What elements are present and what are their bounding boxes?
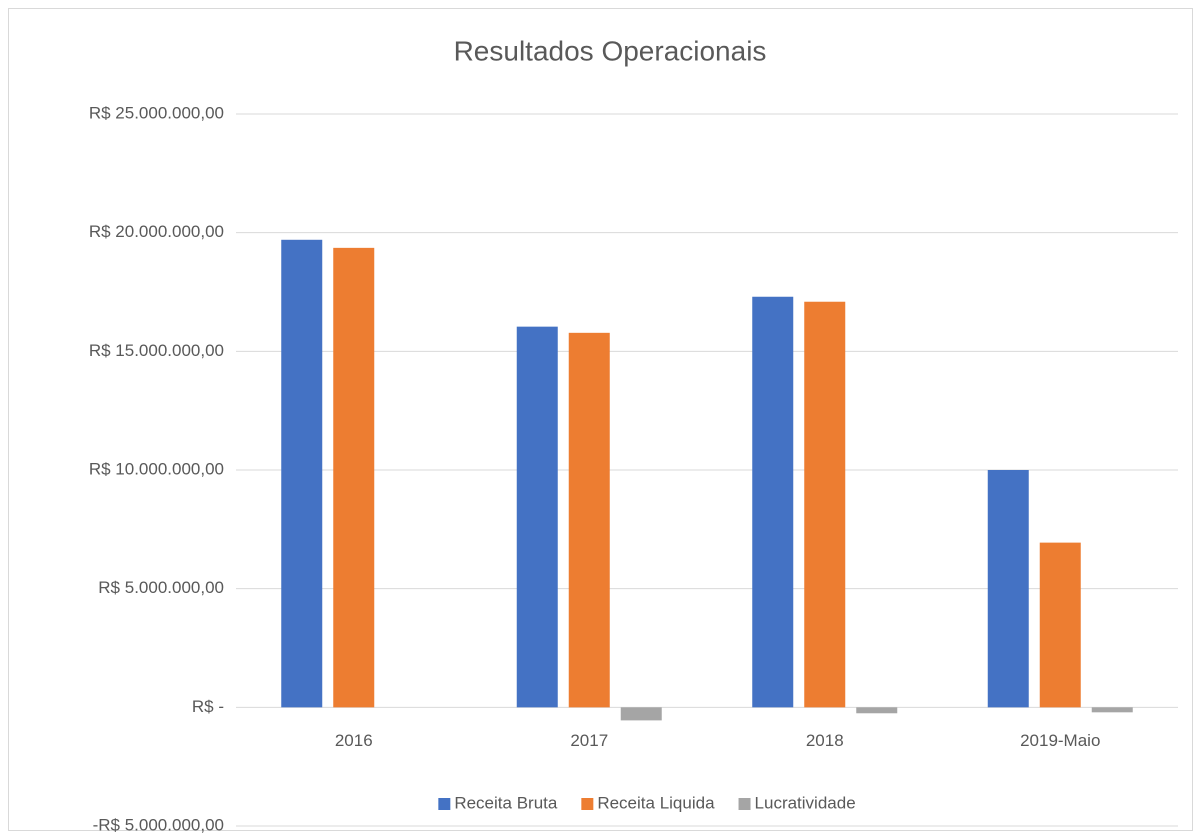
bar — [856, 707, 898, 714]
legend-label: Receita Bruta — [454, 793, 558, 812]
y-tick-label: -R$ 5.000.000,00 — [93, 815, 224, 834]
bar — [620, 707, 662, 721]
y-tick-label: R$ 20.000.000,00 — [89, 222, 224, 241]
bar — [1091, 707, 1133, 713]
legend-label: Lucratividade — [755, 793, 856, 812]
bar — [333, 247, 375, 708]
bar — [804, 301, 846, 708]
x-tick-label: 2018 — [806, 731, 844, 750]
legend-swatch — [438, 798, 451, 810]
y-tick-label: R$ 15.000.000,00 — [89, 341, 224, 360]
bar — [987, 470, 1029, 708]
chart-title: Resultados Operacionais — [454, 35, 767, 66]
bar — [752, 296, 794, 708]
x-tick-label: 2019-Maio — [1020, 731, 1100, 750]
legend-swatch — [581, 798, 594, 810]
y-tick-label: R$ - — [192, 697, 224, 716]
x-tick-label: 2016 — [335, 731, 373, 750]
legend-swatch — [738, 798, 751, 810]
y-tick-label: R$ 5.000.000,00 — [98, 578, 224, 597]
y-tick-label: R$ 25.000.000,00 — [89, 103, 224, 122]
x-tick-label: 2017 — [570, 731, 608, 750]
bar — [281, 239, 323, 708]
bar — [1039, 542, 1081, 708]
bar — [516, 326, 558, 708]
bar — [568, 332, 610, 708]
legend-label: Receita Liquida — [597, 793, 715, 812]
y-tick-label: R$ 10.000.000,00 — [89, 459, 224, 478]
